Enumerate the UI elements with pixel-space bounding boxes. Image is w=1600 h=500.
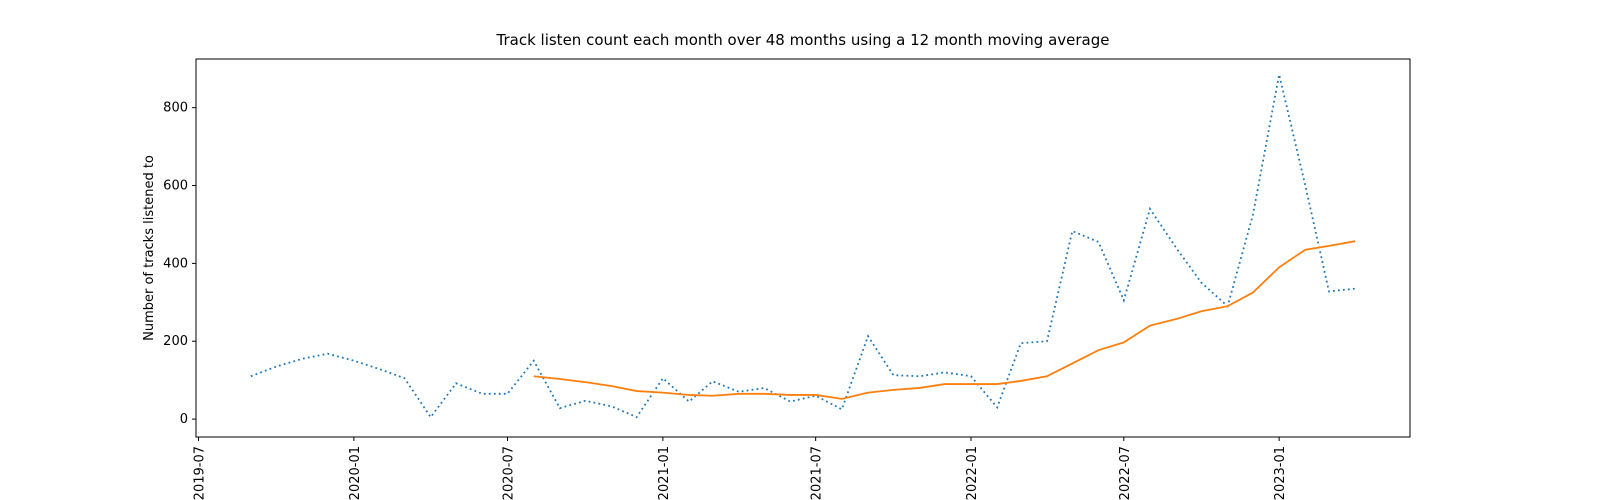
x-tick-label: 2023-01 xyxy=(1273,446,1288,500)
plot-frame xyxy=(195,58,1411,438)
line-series xyxy=(250,74,1356,419)
y-tick-label: 800 xyxy=(163,101,188,116)
y-tick-label: 400 xyxy=(163,256,188,271)
x-tick-label: 2020-01 xyxy=(348,446,363,500)
line-series xyxy=(533,240,1356,400)
x-tick-label: 2022-01 xyxy=(965,446,980,500)
x-tick-label: 2021-07 xyxy=(810,446,825,500)
chart-title: Track listen count each month over 48 mo… xyxy=(496,31,1110,49)
x-tick-label: 2020-07 xyxy=(502,446,517,500)
x-tick-label: 2022-07 xyxy=(1118,446,1133,500)
y-tick-label: 200 xyxy=(163,334,188,349)
y-axis-label: Number of tracks listened to xyxy=(142,155,157,341)
x-tick-label: 2019-07 xyxy=(193,446,208,500)
y-tick-label: 0 xyxy=(180,412,188,427)
y-tick-label: 600 xyxy=(163,179,188,194)
x-tick-label: 2021-01 xyxy=(657,446,672,500)
